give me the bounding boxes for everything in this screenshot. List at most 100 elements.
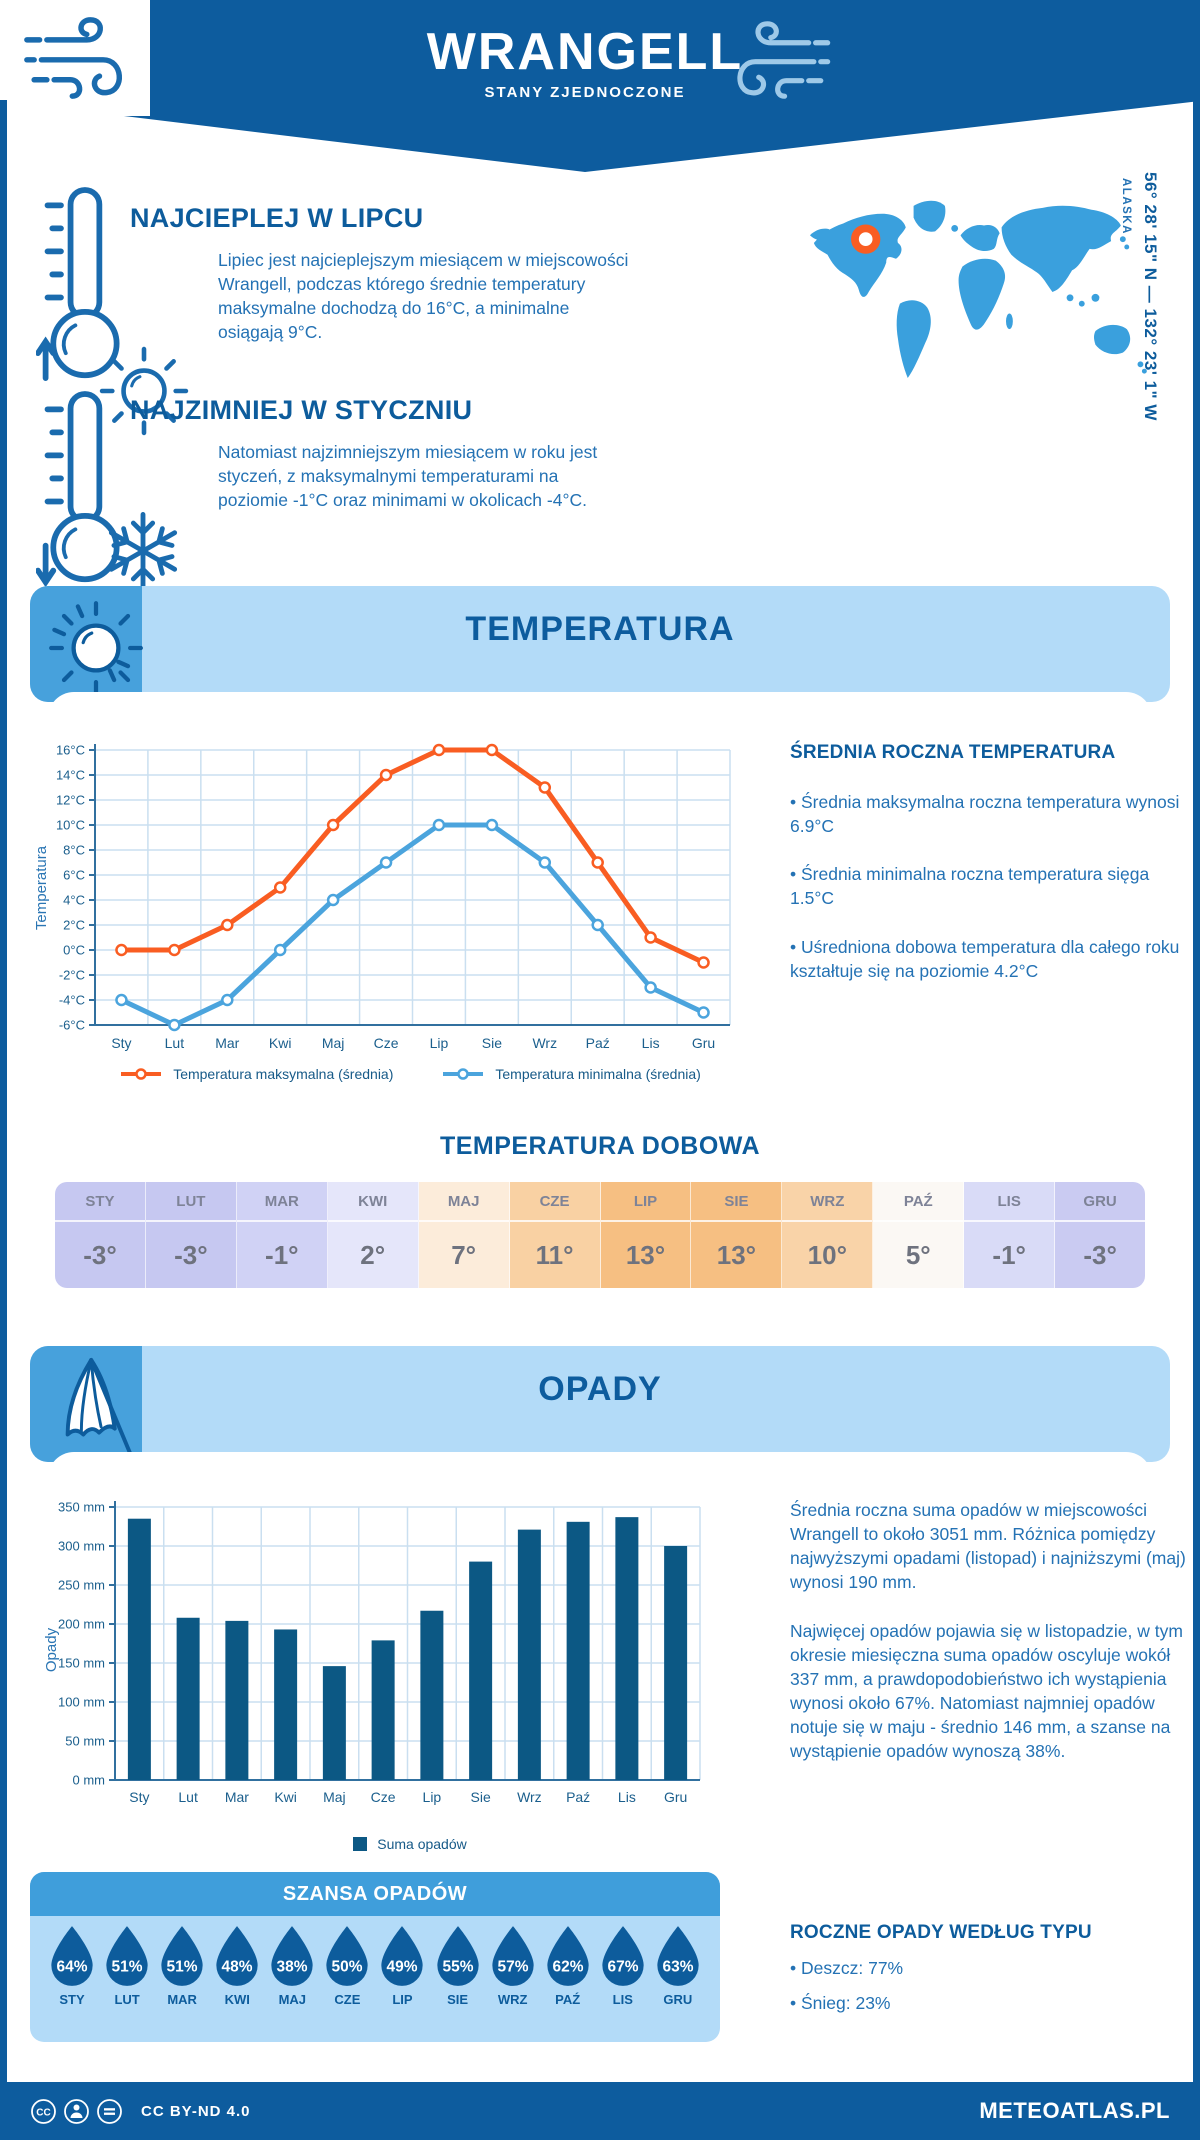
- chance-percent: 50%: [332, 1958, 363, 1975]
- chance-drop-lip: 49% LIP: [376, 1924, 428, 2007]
- bar: [127, 1518, 151, 1780]
- chance-drop-sty: 64% STY: [46, 1924, 98, 2007]
- license-block: CC CC BY-ND 4.0: [30, 2098, 251, 2125]
- x-tick-label: Lut: [178, 1789, 198, 1805]
- chance-drop-mar: 51% MAR: [156, 1924, 208, 2007]
- data-point: [644, 981, 657, 994]
- right-border: [1193, 100, 1200, 2082]
- legend-line-min-icon: [443, 1068, 484, 1080]
- temperature-bullet-2: • Średnia minimalna roczna temperatura s…: [790, 864, 1150, 909]
- drop-shape: [216, 1926, 258, 1986]
- drop-shape: [326, 1926, 369, 1986]
- chance-drop-cze: 50% CZE: [321, 1924, 373, 2007]
- y-tick-label: -6°C: [59, 1018, 85, 1033]
- water-drop-icon: 63%: [657, 1926, 699, 1986]
- bar: [517, 1529, 541, 1780]
- y-tick-label: 6°C: [63, 868, 85, 883]
- y-tick-label: 150 mm: [58, 1656, 105, 1671]
- series-line: [118, 747, 707, 965]
- daily-month-label: LIS: [964, 1182, 1055, 1222]
- chance-percent: 63%: [662, 1958, 693, 1975]
- x-tick-label: Wrz: [517, 1789, 542, 1805]
- daily-temperature-value: -1°: [992, 1239, 1026, 1270]
- y-tick-label: 50 mm: [65, 1734, 105, 1749]
- map-region-label: ALASKA: [1120, 178, 1132, 235]
- chance-month-label: MAR: [167, 1992, 197, 2007]
- precipitation-banner-title: OPADY: [538, 1370, 662, 1408]
- thermometer-down-icon: [36, 386, 132, 592]
- chance-month-label: MAJ: [278, 1992, 307, 2007]
- header-icon-box: [0, 0, 150, 116]
- daily-temperature-heading: TEMPERATURA DOBOWA: [439, 1132, 761, 1160]
- daily-temperature-value: 2°: [360, 1239, 386, 1270]
- daily-temperature-table: STY -3° LUT -3° MAR -1° KWI 2° MAJ 7° CZE 11° LIP 13°…: [55, 1182, 1145, 1288]
- water-drop-icon: 67%: [602, 1926, 644, 1986]
- data-point: [379, 768, 393, 782]
- temperature-banner-title: TEMPERATURA: [465, 610, 735, 648]
- data-point: [697, 956, 710, 969]
- chance-percent: 57%: [497, 1958, 528, 1975]
- y-tick-label: 16°C: [56, 743, 85, 758]
- data-point: [168, 1018, 181, 1032]
- y-tick-label: 0 mm: [73, 1773, 106, 1788]
- drop-shape: [161, 1926, 203, 1986]
- daily-column-wrz: WRZ 10°: [782, 1182, 874, 1288]
- chance-month-label: GRU: [663, 1992, 693, 2007]
- drop-shape: [106, 1926, 148, 1986]
- daily-column-mar: MAR -1°: [236, 1182, 328, 1288]
- daily-temperature-value: -1°: [265, 1239, 299, 1270]
- drop-shape: [602, 1926, 644, 1986]
- y-tick-label: 350 mm: [58, 1500, 105, 1515]
- daily-column-sie: SIE 13°: [691, 1182, 783, 1288]
- chance-percent: 67%: [607, 1958, 638, 1975]
- y-tick-label: 8°C: [63, 843, 85, 858]
- temperature-card: [48, 692, 1152, 782]
- y-tick-label: 10°C: [56, 818, 85, 833]
- daily-column-lut: LUT -3°: [145, 1182, 237, 1288]
- daily-temperature-value: 10°: [807, 1239, 847, 1270]
- x-tick-label: Maj: [323, 1789, 346, 1805]
- data-point: [221, 918, 234, 932]
- x-tick-label: Lis: [618, 1789, 636, 1805]
- precipitation-chance-panel: SZANSA OPADÓW 64% STY 51% LUT 51% MAR 48% KWI 38…: [30, 1872, 720, 2042]
- y-axis-title: Temperatura: [33, 845, 50, 930]
- x-tick-label: Cze: [374, 1035, 399, 1051]
- data-point: [538, 781, 552, 794]
- legend-label-sum: Suma opadów: [377, 1836, 467, 1852]
- chance-month-label: STY: [59, 1992, 85, 2007]
- daily-column-paź: PAŹ 5°: [873, 1182, 965, 1288]
- data-point: [273, 943, 287, 957]
- brand-logo: METEOATLAS.PL: [979, 2098, 1170, 2123]
- daily-month-label: GRU: [1055, 1182, 1145, 1222]
- map-coordinates: 56° 28' 15" N — 132° 23' 1" W: [1141, 172, 1160, 421]
- daily-temperature-value: 13°: [716, 1239, 757, 1270]
- chance-drop-maj: 38% MAJ: [266, 1924, 318, 2007]
- data-point: [379, 856, 393, 869]
- no-derivatives-icon: [97, 2098, 122, 2124]
- daily-month-label: WRZ: [782, 1182, 873, 1222]
- warmest-text: Lipiec jest najcieplejszym miesiącem w m…: [218, 250, 629, 343]
- water-drop-icon: 48%: [216, 1926, 258, 1986]
- bar: [225, 1620, 249, 1780]
- data-point: [485, 818, 499, 832]
- chance-drop-paź: 62% PAŹ: [542, 1924, 594, 2007]
- x-tick-label: Sie: [482, 1035, 502, 1051]
- data-point: [432, 818, 446, 832]
- data-point: [115, 943, 128, 957]
- x-tick-label: Lut: [165, 1035, 185, 1051]
- data-point: [591, 856, 604, 869]
- chance-drop-lis: 67% LIS: [597, 1924, 649, 2007]
- chance-month-label: CZE: [334, 1992, 361, 2007]
- location-marker: [851, 224, 881, 254]
- sun-badge-icon: [48, 600, 144, 696]
- rain-bullet: • Deszcz: 77%: [790, 1958, 904, 1978]
- precipitation-banner: OPADY: [30, 1346, 1170, 1464]
- precipitation-chart: 350 mm 300 mm 250 mm 200 mm 150 mm 100 mm 50 m…: [30, 1490, 790, 1860]
- daily-month-label: LIP: [600, 1182, 691, 1222]
- wind-icon-right: [726, 16, 838, 104]
- chance-percent: 38%: [277, 1958, 308, 1975]
- x-tick-label: Lip: [423, 1789, 442, 1805]
- chance-drop-gru: 63% GRU: [652, 1924, 704, 2007]
- chance-percent: 55%: [442, 1958, 473, 1975]
